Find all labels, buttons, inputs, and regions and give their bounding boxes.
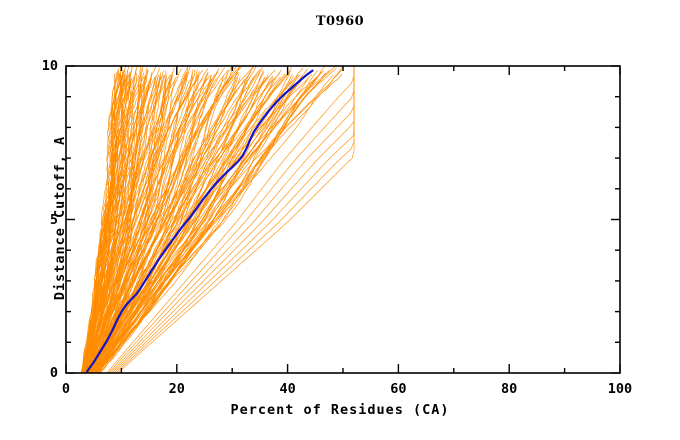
x-tick-label: 0 bbox=[61, 381, 71, 397]
x-tick-label: 40 bbox=[279, 381, 296, 397]
x-tick-label: 100 bbox=[607, 381, 633, 397]
axis-frame bbox=[65, 65, 621, 374]
x-tick-label: 80 bbox=[501, 381, 518, 397]
y-tick-label: 10 bbox=[41, 58, 58, 74]
plot-title: T0960 bbox=[315, 14, 365, 29]
curve-group bbox=[80, 65, 355, 374]
x-tick-label: 60 bbox=[390, 381, 407, 397]
y-tick-label: 5 bbox=[49, 211, 58, 228]
x-axis-label: Percent of Residues (CA) bbox=[230, 402, 450, 418]
x-tick-label: 20 bbox=[168, 381, 185, 397]
y-tick-label: 0 bbox=[49, 365, 58, 381]
